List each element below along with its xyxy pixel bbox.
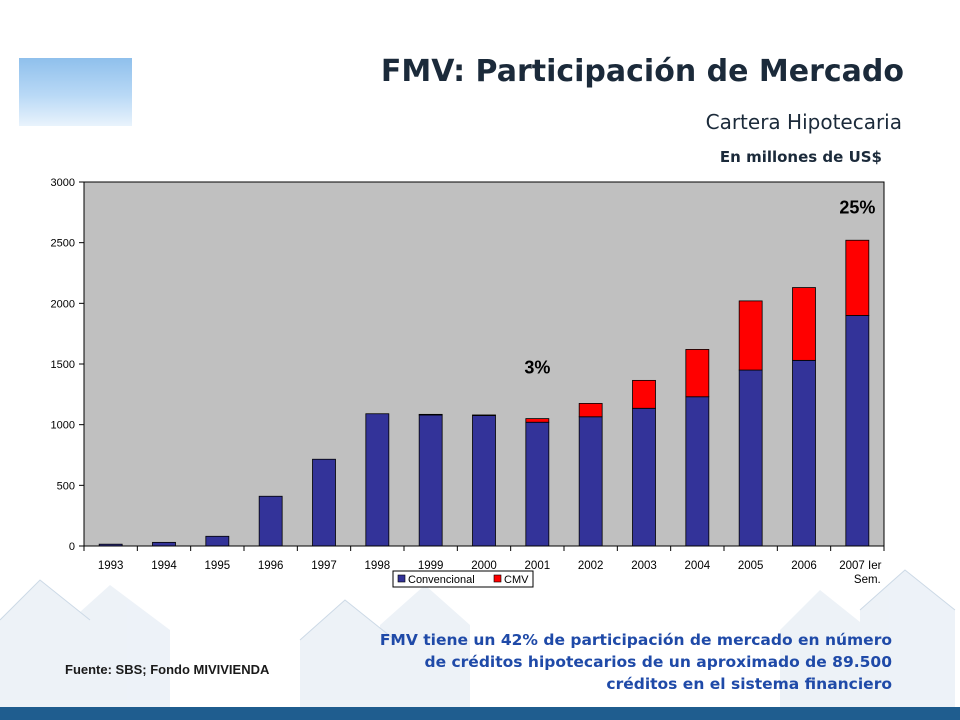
y-axis: 0 500 1000 1500 2000 2500 3000 [51,177,85,553]
bar-convencional-2004 [685,396,710,547]
market-share-note: FMV tiene un 42% de participación de mer… [379,631,892,693]
annotations: 3% 25% [524,198,875,378]
bar-convencional-2007-ier-sem. [845,315,870,547]
x-tick-label: 1997 [311,560,337,572]
y-tick-label: 0 [69,541,75,553]
x-tick-label: 2005 [738,560,764,572]
bar-cmv-2002 [578,403,603,418]
x-tick-label: 1993 [98,560,124,572]
bar-cmv-2007-ier-sem. [845,239,870,316]
bar-convencional-1995 [205,535,230,547]
bar-convencional-1998 [365,413,390,547]
bar-cmv-2003 [632,379,656,409]
bar-convencional-2001 [525,421,550,547]
bar-cmv-2004 [685,349,710,398]
bar-convencional-2006 [792,359,816,547]
source-note: Fuente: SBS; Fondo MIVIVIENDA [65,662,270,677]
x-tick-label: 2002 [578,560,604,572]
page-title: FMV: Participación de Mercado [380,54,904,89]
y-tick-label: 2000 [51,298,75,310]
x-tick-label: 1999 [418,560,444,572]
bar-convencional-1999 [418,414,443,547]
x-tick-label: 2001 [525,560,551,572]
bar-cmv-2000 [472,414,496,416]
legend-swatch [397,574,406,583]
bar-convencional-2002 [578,416,603,547]
bar-convencional-2003 [632,407,656,547]
units-label: En millones de US$ [719,148,882,166]
y-tick-label: 500 [57,480,75,492]
bar-cmv-1999 [418,413,443,416]
page-subtitle: Cartera Hipotecaria [705,110,902,134]
legend: Convencional CMV [392,570,534,588]
bar-convencional-1996 [258,495,283,547]
bar-convencional-2000 [472,415,496,547]
legend-swatch [493,574,502,583]
y-tick-label: 1000 [51,420,75,432]
bar-convencional-2005 [738,369,763,547]
footer-bar [0,707,960,720]
x-tick-label: 1998 [365,560,391,572]
x-tick-label: 2007 Ier Sem. [839,560,881,586]
y-tick-label: 2500 [51,238,75,250]
legend-label: Convencional [408,574,475,586]
annotation-label: 3% [524,358,550,378]
bar-convencional-1997 [312,458,336,547]
x-tick-label: 1994 [151,560,177,572]
bars-group [98,239,870,547]
x-tick-label: 2000 [471,560,497,572]
y-tick-label: 3000 [51,177,75,189]
bar-convencional-1994 [152,541,176,547]
x-tick-label: 1995 [205,560,231,572]
x-tick-label: 2006 [791,560,817,572]
y-tick-label: 1500 [51,359,75,371]
annotation-label: 25% [839,198,875,218]
x-tick-label: 1996 [258,560,284,572]
bar-cmv-2006 [792,287,816,361]
logo-block [19,58,132,126]
bar-cmv-2005 [738,300,763,371]
bar-cmv-2001 [525,418,550,423]
x-tick-label: 2004 [685,560,711,572]
background-decoration [0,569,956,710]
x-tick-label: 2003 [631,560,657,572]
legend-label: CMV [504,574,529,586]
x-axis: 1993 1994 1995 1996 1997 1998 1999 2000 2001 2002… [83,545,885,586]
